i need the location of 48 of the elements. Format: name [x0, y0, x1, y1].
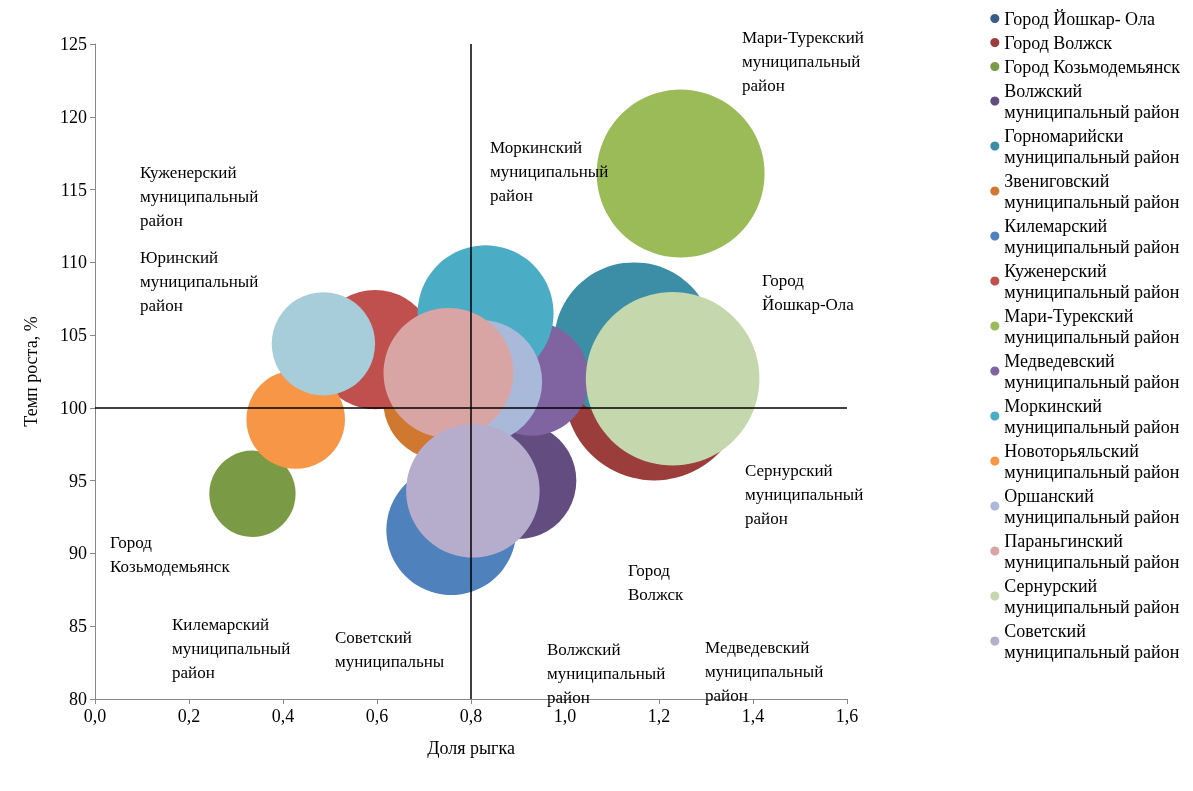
y-tick-label: 100: [60, 397, 87, 418]
legend-label: Город Волжск: [1004, 32, 1113, 53]
y-tick-label: 90: [69, 543, 87, 564]
y-tick-label: 95: [69, 470, 87, 491]
legend-label: Мари-Турекский муниципальный район: [1004, 305, 1180, 347]
x-tick-label: 0,0: [83, 706, 107, 726]
y-tick-label: 110: [60, 252, 87, 273]
annotation: Город Волжск: [628, 560, 685, 604]
y-tick-label: 105: [60, 325, 87, 346]
annotation: Город Козьмодемьянск: [110, 532, 231, 576]
x-tick-label: 1,6: [835, 706, 859, 726]
legend-label: Новоторьяльский муниципальный район: [1004, 440, 1180, 482]
legend-label: Город Козьмодемьянск: [1004, 56, 1181, 77]
y-tick-label: 80: [69, 689, 87, 709]
x-tick-label: 1,2: [647, 706, 671, 726]
legend-label: Сернурский муниципальный район: [1004, 575, 1180, 617]
y-tick-label: 120: [60, 106, 87, 127]
legend-label: Моркинский муниципальный район: [1004, 395, 1180, 437]
annotation: Куженерский муниципальный район: [140, 162, 259, 230]
legend-label: Килемарский муниципальный район: [1004, 215, 1180, 257]
legend-label: Звениговский муниципальный район: [1004, 170, 1180, 212]
x-tick-label: 0,4: [271, 706, 295, 726]
x-tick-label: 0,6: [365, 706, 389, 726]
x-tick-label: 1,4: [741, 706, 765, 726]
legend-label: Волжский муниципальный район: [1004, 80, 1180, 122]
annotation: Советский муниципальны: [335, 627, 445, 671]
legend-label: Советский муниципальный район: [1004, 620, 1180, 662]
legend-label: Горномарийски муниципальный район: [1004, 125, 1180, 167]
annotation: Юринский муниципальный район: [140, 247, 259, 315]
annotation: Мари-Турекский муниципальный район: [742, 27, 864, 95]
legend-label: Оршанский муниципальный район: [1004, 485, 1180, 527]
legend-label: Город Йошкар- Ола: [1004, 8, 1156, 29]
x-axis-title: Доля рыгка: [427, 738, 515, 758]
annotation: Килемарский муниципальный район: [172, 614, 291, 682]
x-tick-label: 0,2: [177, 706, 201, 726]
x-tick-label: 0,8: [459, 706, 483, 726]
legend-label: Куженерский муниципальный район: [1004, 260, 1180, 302]
x-tick-label: 1,0: [553, 706, 577, 726]
y-axis-title: Темп роста, %: [21, 316, 41, 427]
legend-label: Параньгинский муниципальный район: [1004, 530, 1180, 572]
annotation: Сернурский муниципальный район: [745, 460, 864, 528]
annotation: Волжский муниципальный район: [547, 639, 666, 707]
annotation: Медведевский муниципальный район: [705, 637, 824, 705]
y-tick-label: 85: [69, 616, 87, 637]
annotation: Город Йошкар-Ола: [762, 270, 855, 314]
legend-label: Медведевский муниципальный район: [1004, 350, 1180, 392]
y-tick-label: 115: [60, 179, 87, 200]
y-tick-label: 125: [60, 34, 87, 54]
